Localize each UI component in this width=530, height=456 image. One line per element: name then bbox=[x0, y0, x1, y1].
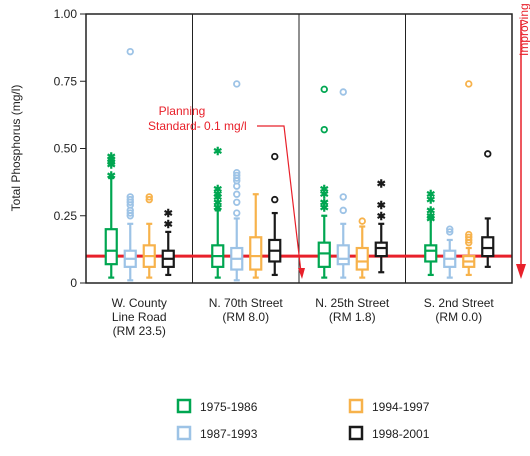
improving-arrowhead bbox=[516, 264, 526, 279]
y-tick-label: 1.00 bbox=[54, 7, 78, 21]
planning-standard-arrowhead bbox=[298, 268, 305, 279]
legend-swatch bbox=[176, 398, 192, 414]
category-label: W. County bbox=[112, 296, 167, 310]
category-label: N. 70th Street bbox=[209, 296, 284, 310]
legend-swatch bbox=[176, 425, 192, 441]
box-1998-2001 bbox=[374, 241, 388, 258]
outlier-circle bbox=[145, 195, 153, 204]
outlier-circle bbox=[233, 169, 241, 177]
box-1994-1997 bbox=[249, 236, 263, 271]
outlier-star: ✱ bbox=[426, 211, 435, 223]
outlier-circle bbox=[271, 195, 279, 204]
outlier-circle bbox=[126, 47, 134, 56]
category-label: N. 25th Street bbox=[315, 296, 390, 310]
outlier-circle bbox=[465, 80, 473, 88]
category-label: (RM 1.8) bbox=[329, 310, 376, 324]
box-1975-1986 bbox=[317, 241, 331, 268]
box-1994-1997 bbox=[355, 246, 369, 271]
y-tick-label: 0 bbox=[70, 276, 77, 290]
category-label: (RM 23.5) bbox=[113, 324, 166, 338]
outlier-star: ✱ bbox=[213, 197, 222, 209]
outlier-circle bbox=[145, 193, 153, 201]
legend-label: 1987-1993 bbox=[200, 427, 258, 441]
outlier-circle bbox=[233, 198, 241, 206]
category-label: Line Road bbox=[112, 310, 167, 324]
outlier-circle bbox=[339, 88, 347, 96]
outlier-circle bbox=[465, 230, 473, 239]
outlier-star: ✱ bbox=[107, 152, 116, 164]
outlier-star: ✱ bbox=[320, 203, 329, 215]
outlier-star: ✱ bbox=[164, 219, 173, 231]
legend-label: 1994-1997 bbox=[372, 400, 430, 414]
outlier-circle bbox=[126, 193, 134, 201]
outlier-star: ✱ bbox=[426, 205, 435, 217]
outlier-star: ✱ bbox=[320, 197, 329, 209]
box-1975-1986 bbox=[104, 228, 118, 266]
legend-swatch bbox=[348, 425, 364, 441]
outlier-circle bbox=[484, 150, 492, 158]
outlier-star: ✱ bbox=[164, 208, 173, 220]
outlier-star: ✱ bbox=[213, 192, 222, 204]
box-1975-1986 bbox=[424, 244, 438, 263]
outlier-star: ✱ bbox=[213, 203, 222, 215]
outlier-circle bbox=[271, 152, 279, 161]
outlier-star: ✱ bbox=[426, 189, 435, 201]
box-1998-2001 bbox=[481, 236, 495, 258]
planning-standard-leader bbox=[257, 125, 302, 273]
y-tick-label: 0.75 bbox=[54, 74, 78, 88]
outlier-circle bbox=[233, 209, 241, 217]
outlier-circle bbox=[233, 171, 241, 180]
outlier-star: ✱ bbox=[107, 170, 116, 182]
y-tick-label: 0.50 bbox=[54, 142, 78, 156]
planning-standard-label: Planning bbox=[159, 104, 206, 118]
outlier-star: ✱ bbox=[320, 184, 329, 196]
outlier-star: ✱ bbox=[107, 157, 116, 169]
category-label: (RM 0.0) bbox=[435, 310, 482, 324]
outlier-star: ✱ bbox=[213, 189, 222, 201]
outlier-circle bbox=[339, 193, 347, 201]
outlier-star: ✱ bbox=[426, 195, 435, 207]
planning-standard-label: Standard- 0.1 mg/l bbox=[148, 119, 247, 133]
legend-swatch bbox=[348, 398, 364, 414]
outlier-star: ✱ bbox=[213, 146, 222, 158]
outlier-star: ✱ bbox=[107, 160, 116, 172]
legend-label: 1975-1986 bbox=[200, 400, 258, 414]
outlier-star: ✱ bbox=[320, 189, 329, 201]
outlier-star: ✱ bbox=[426, 213, 435, 225]
outlier-star: ✱ bbox=[107, 154, 116, 166]
outlier-star: ✱ bbox=[213, 184, 222, 196]
outlier-circle bbox=[126, 209, 134, 217]
y-axis-label: Total Phosphorus (mg/l) bbox=[9, 85, 23, 212]
outlier-circle bbox=[320, 85, 328, 94]
outlier-circle bbox=[358, 217, 366, 225]
outlier-star: ✱ bbox=[377, 200, 386, 212]
category-label: (RM 8.0) bbox=[222, 310, 269, 324]
outlier-circle bbox=[339, 206, 347, 215]
improving-label: Improving Water Quality bbox=[517, 0, 530, 56]
outlier-star: ✱ bbox=[377, 211, 386, 223]
outlier-circle bbox=[233, 80, 241, 88]
outlier-circle bbox=[126, 195, 134, 204]
outlier-circle bbox=[446, 228, 454, 236]
y-tick-label: 0.25 bbox=[54, 209, 78, 223]
outlier-circle bbox=[465, 233, 473, 241]
outlier-circle bbox=[320, 125, 328, 134]
outlier-circle bbox=[233, 190, 241, 198]
legend-label: 1998-2001 bbox=[372, 427, 430, 441]
category-label: S. 2nd Street bbox=[424, 296, 495, 310]
outlier-star: ✱ bbox=[377, 178, 386, 190]
outlier-circle bbox=[446, 225, 454, 233]
box-1987-1993 bbox=[336, 244, 350, 266]
